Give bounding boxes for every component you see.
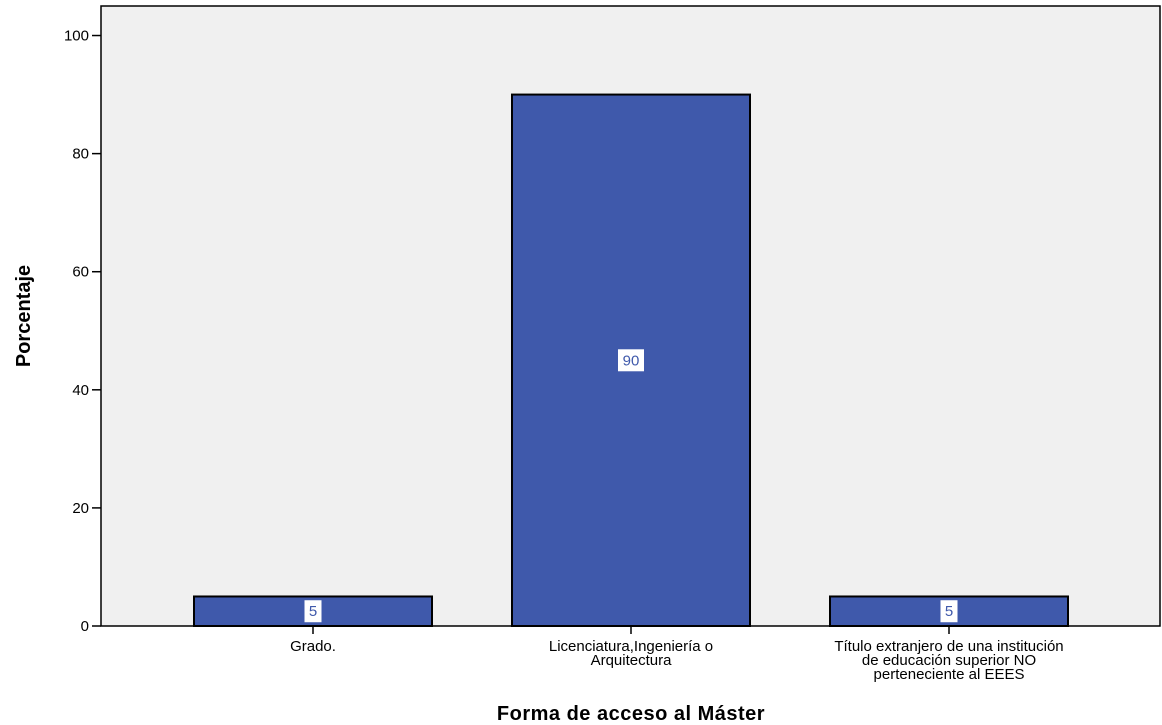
x-category-label-2-0: Título extranjero de una institución <box>834 638 1063 655</box>
x-axis-title: Forma de acceso al Máster <box>497 703 765 725</box>
y-tick-label-80: 80 <box>72 146 89 163</box>
y-axis-title: Porcentaje <box>13 265 35 367</box>
x-category-label-1-0: Licenciatura,Ingeniería o <box>549 638 713 655</box>
data-label-box-2 <box>940 600 958 623</box>
y-tick-label-100: 100 <box>64 28 89 45</box>
plot-frame <box>100 5 1161 627</box>
y-tick-label-60: 60 <box>72 264 89 281</box>
data-label-0: 5 <box>309 603 317 620</box>
y-axis: 0 20 40 60 80 100 <box>64 28 101 635</box>
data-label-box-1 <box>618 349 644 372</box>
x-category-label-0-0: Grado. <box>290 638 336 655</box>
bars-group: 5 90 5 <box>193 93 1069 628</box>
x-category-label-2-2: perteneciente al EEES <box>874 666 1025 683</box>
y-tick-label-0: 0 <box>81 618 89 635</box>
x-category-label-1-1: Arquitectura <box>591 652 673 669</box>
x-axis: Grado. Licenciatura,Ingeniería oArquitect… <box>290 626 1064 683</box>
y-tick-label-20: 20 <box>72 500 89 517</box>
data-label-box-0 <box>304 600 322 623</box>
data-label-2: 5 <box>945 603 953 620</box>
data-label-1: 90 <box>623 352 640 369</box>
x-category-label-2-1: de educación superior NO <box>862 652 1036 669</box>
y-tick-label-40: 40 <box>72 382 89 399</box>
